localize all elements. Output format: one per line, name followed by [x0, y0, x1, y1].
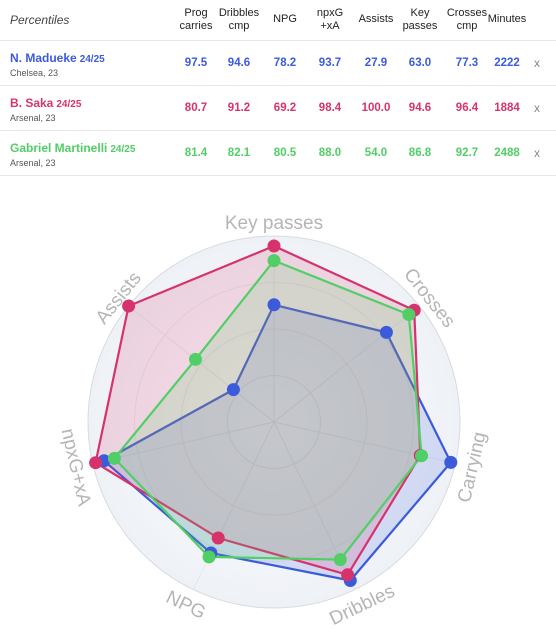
- percentile-value: 81.4: [184, 147, 208, 159]
- player-team: Arsenal, 23: [10, 158, 56, 168]
- data-point: [122, 299, 136, 313]
- data-point: [267, 298, 281, 312]
- column-header-line2: carries: [179, 20, 213, 32]
- axis-label: Carrying: [454, 430, 491, 505]
- player-season: 24/25: [79, 54, 105, 65]
- axis-label: Key passes: [225, 213, 323, 234]
- percentile-value: 96.4: [455, 102, 479, 114]
- data-point: [444, 455, 458, 469]
- data-point: [211, 531, 225, 545]
- series-area: [94, 244, 422, 576]
- data-point: [267, 239, 281, 253]
- data-point: [379, 325, 393, 339]
- percentile-value: 91.2: [227, 102, 251, 114]
- data-point: [226, 383, 240, 397]
- column-header-4[interactable]: Assists: [350, 13, 402, 26]
- series-area: [113, 259, 423, 561]
- column-header-line1: NPG: [273, 13, 297, 25]
- column-header-1[interactable]: Dribbles cmp: [213, 7, 265, 33]
- column-header-line1: npxG: [316, 7, 344, 19]
- percentile-value: 100.0: [361, 102, 391, 114]
- column-header-line2: cmp: [228, 20, 250, 32]
- column-header-line2: passes: [402, 20, 438, 32]
- column-header-line1: Minutes: [487, 13, 527, 25]
- column-header-7[interactable]: Minutes: [481, 13, 533, 26]
- remove-player-button[interactable]: x: [534, 101, 540, 115]
- percentile-value: 80.7: [184, 102, 208, 114]
- percentile-value: 1884: [494, 102, 520, 114]
- table-row: Gabriel Martinelli 24/25 Arsenal, 23 81.4 82…: [0, 131, 556, 176]
- column-header-line1: Prog: [184, 7, 208, 19]
- column-header-6[interactable]: Crosses cmp: [441, 7, 493, 33]
- percentile-value: 86.8: [408, 147, 432, 159]
- player-season: 24/25: [56, 99, 82, 110]
- data-point: [107, 451, 121, 465]
- player-team: Chelsea, 23: [10, 68, 59, 78]
- percentile-value: 94.6: [227, 57, 251, 69]
- remove-player-button[interactable]: x: [534, 146, 540, 160]
- column-header-0[interactable]: Prog carries: [170, 7, 222, 33]
- player-name[interactable]: Gabriel Martinelli 24/25: [10, 141, 135, 155]
- series-area: [102, 303, 452, 582]
- percentile-value: 82.1: [227, 147, 251, 159]
- grid-spoke: [128, 305, 275, 423]
- player-team: Arsenal, 23: [10, 113, 56, 123]
- column-header-5[interactable]: Key passes: [394, 7, 446, 33]
- percentile-value: 93.7: [318, 57, 342, 69]
- percentile-value: 80.5: [273, 147, 297, 159]
- percentile-value: 78.2: [273, 57, 297, 69]
- percentile-value: 69.2: [273, 102, 297, 114]
- data-point: [189, 352, 202, 366]
- column-header-line1: Dribbles: [218, 7, 260, 19]
- column-header-line2: +xA: [320, 20, 340, 32]
- player-name-text: Gabriel Martinelli: [10, 141, 108, 155]
- radar-chart: Key passesCrossesCarryingDribblesNPGnpxG…: [57, 213, 491, 630]
- grid-spoke: [92, 421, 275, 464]
- percentile-value: 98.4: [318, 102, 342, 114]
- data-point: [402, 308, 416, 321]
- column-header-line1: Key: [410, 7, 430, 19]
- percentile-value: 92.7: [455, 147, 479, 159]
- table-header-label: Percentiles: [10, 13, 70, 27]
- column-header-line1: Crosses: [446, 7, 488, 19]
- percentile-value: 94.6: [408, 102, 432, 114]
- grid-spoke: [273, 305, 420, 423]
- player-name-text: B. Saka: [10, 96, 54, 110]
- data-point: [89, 456, 103, 470]
- data-point: [333, 553, 347, 567]
- remove-player-button[interactable]: x: [534, 56, 540, 70]
- table-header: Percentiles Prog carries Dribbles cmp NPG npx…: [0, 0, 556, 41]
- column-header-2[interactable]: NPG: [259, 13, 311, 26]
- percentile-value: 27.9: [364, 57, 388, 69]
- percentile-value: 63.0: [408, 57, 432, 69]
- percentile-value: 97.5: [184, 57, 208, 69]
- percentile-value: 77.3: [455, 57, 479, 69]
- data-point: [415, 449, 429, 463]
- percentile-value: 54.0: [364, 147, 388, 159]
- column-header-line2: cmp: [456, 20, 478, 32]
- column-header-3[interactable]: npxG +xA: [304, 7, 356, 33]
- data-point: [341, 568, 355, 582]
- player-season: 24/25: [110, 144, 136, 155]
- table-row: N. Madueke 24/25 Chelsea, 23 97.5 94.6 78.2 93…: [0, 41, 556, 86]
- percentile-value: 2488: [494, 147, 520, 159]
- percentile-value: 88.0: [318, 147, 342, 159]
- data-point: [267, 254, 281, 268]
- column-header-line1: Assists: [358, 13, 394, 25]
- table-row: B. Saka 24/25 Arsenal, 23 80.7 91.2 69.2 98.4 1…: [0, 86, 556, 131]
- player-name[interactable]: B. Saka 24/25: [10, 96, 81, 110]
- player-name[interactable]: N. Madueke 24/25: [10, 51, 105, 65]
- data-point: [202, 550, 216, 564]
- percentile-table: Percentiles Prog carries Dribbles cmp NPG npx…: [0, 0, 556, 176]
- percentile-value: 2222: [494, 57, 520, 69]
- player-name-text: N. Madueke: [10, 51, 77, 65]
